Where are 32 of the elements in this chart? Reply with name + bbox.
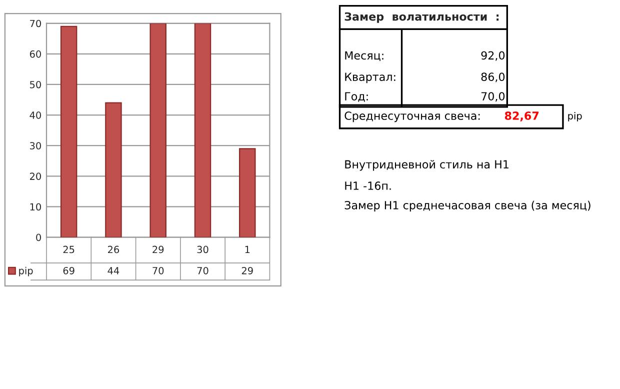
y-tick-label: 70 [30, 20, 41, 28]
legend-label: pip [19, 266, 33, 276]
data-label: 69 [63, 266, 74, 274]
x-tick-label: 1 [245, 246, 250, 254]
text: Квартал: [345, 72, 396, 84]
text: pip [568, 112, 582, 122]
y-tick-label: 50 [30, 80, 41, 88]
text: 82,67 [504, 112, 539, 122]
text: Среднесуточная свеча: [344, 112, 480, 122]
text: Месяц: [345, 51, 384, 62]
text: H1 -16п. [345, 182, 391, 190]
data-label: 70 [152, 266, 164, 274]
text: Год: [345, 92, 368, 102]
text: 92,0 [481, 51, 505, 61]
data-label: 70 [197, 266, 208, 274]
y-tick-label: 0 [36, 234, 41, 242]
y-tick-label: 20 [30, 172, 41, 180]
x-tick-label: 30 [197, 246, 208, 254]
text: Замер волатильности : [344, 12, 499, 23]
text: Внутридневной стиль на H1 [345, 160, 508, 171]
text: 70,0 [481, 92, 505, 102]
text: Замер H1 среднечасовая свеча (за месяц) [344, 200, 590, 212]
data-label: 29 [242, 266, 253, 274]
x-tick-label: 26 [108, 246, 120, 254]
text: 86,0 [481, 72, 505, 82]
x-tick-label: 29 [152, 246, 164, 254]
y-tick-label: 10 [30, 203, 41, 211]
y-tick-label: 40 [30, 112, 41, 119]
y-tick-label: 30 [30, 142, 41, 150]
y-tick-label: 60 [30, 50, 41, 58]
x-tick-label: 25 [63, 246, 74, 254]
data-label: 44 [108, 267, 120, 274]
